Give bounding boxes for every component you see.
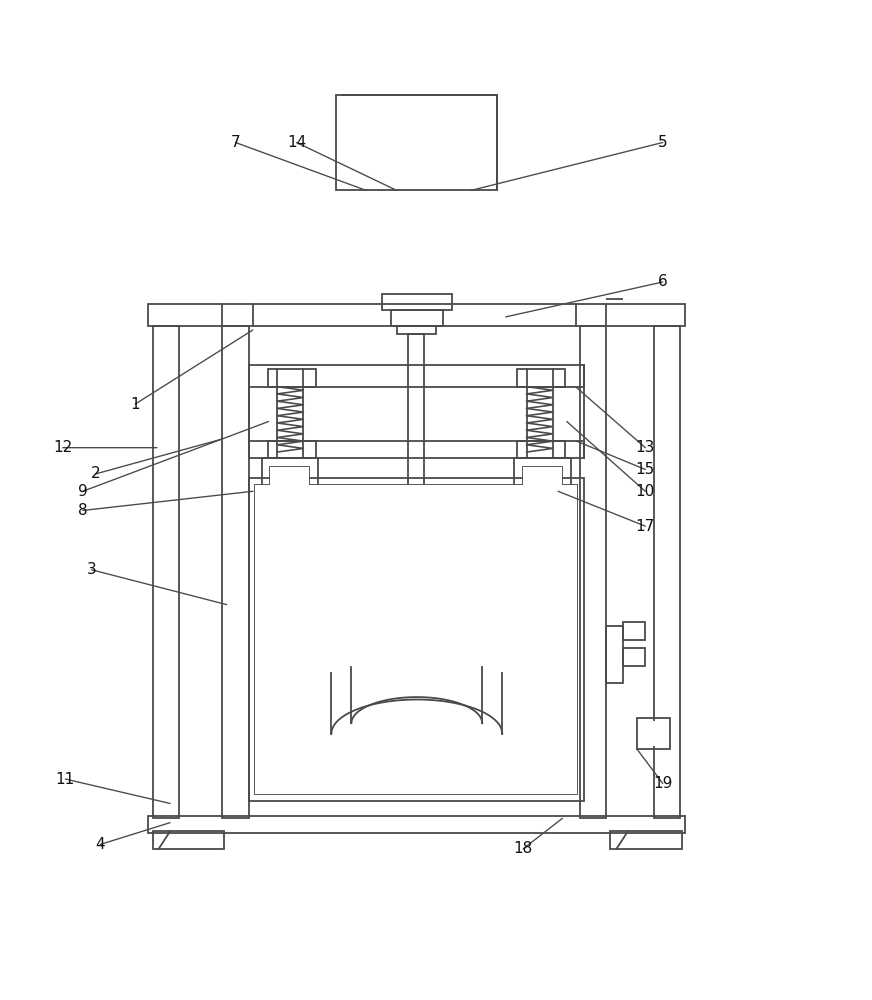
Bar xyxy=(391,310,443,326)
Bar xyxy=(623,648,645,666)
Bar xyxy=(153,326,179,818)
Bar xyxy=(654,326,680,818)
Bar xyxy=(336,95,497,190)
Bar xyxy=(606,626,623,683)
Bar xyxy=(397,326,436,334)
Text: 10: 10 xyxy=(636,484,655,499)
Bar xyxy=(270,467,309,510)
Text: 18: 18 xyxy=(514,841,533,856)
Bar xyxy=(249,441,584,458)
Bar xyxy=(623,622,645,640)
Text: 9: 9 xyxy=(78,484,88,499)
Bar xyxy=(148,304,685,326)
Text: 4: 4 xyxy=(95,837,106,852)
Text: 2: 2 xyxy=(91,466,101,481)
Bar xyxy=(639,721,667,746)
Text: 19: 19 xyxy=(653,776,672,791)
Bar xyxy=(270,467,309,510)
Text: 12: 12 xyxy=(53,440,72,455)
Text: 8: 8 xyxy=(78,503,88,518)
Text: 6: 6 xyxy=(657,274,668,290)
Bar xyxy=(268,369,316,387)
Bar xyxy=(255,485,577,794)
Bar xyxy=(517,441,565,458)
Bar xyxy=(580,326,606,818)
Text: 15: 15 xyxy=(636,462,655,477)
Bar xyxy=(408,334,424,613)
Text: 7: 7 xyxy=(230,135,241,150)
Bar xyxy=(153,831,224,849)
Bar xyxy=(523,467,562,510)
Bar xyxy=(249,365,584,387)
Bar xyxy=(637,718,670,749)
Bar xyxy=(255,485,577,794)
Bar xyxy=(268,441,316,458)
Bar xyxy=(523,467,562,510)
Bar xyxy=(382,294,452,310)
Text: 14: 14 xyxy=(287,135,306,150)
Text: 13: 13 xyxy=(636,440,655,455)
Bar xyxy=(517,369,565,387)
Bar xyxy=(249,478,584,801)
Bar xyxy=(514,458,571,517)
Text: 1: 1 xyxy=(130,397,140,412)
Bar xyxy=(262,458,318,517)
Text: 3: 3 xyxy=(86,562,97,577)
Bar xyxy=(222,326,249,818)
Text: 11: 11 xyxy=(56,772,75,787)
Text: 17: 17 xyxy=(636,519,655,534)
Bar xyxy=(610,831,682,849)
Text: 5: 5 xyxy=(657,135,668,150)
Bar xyxy=(148,816,685,833)
